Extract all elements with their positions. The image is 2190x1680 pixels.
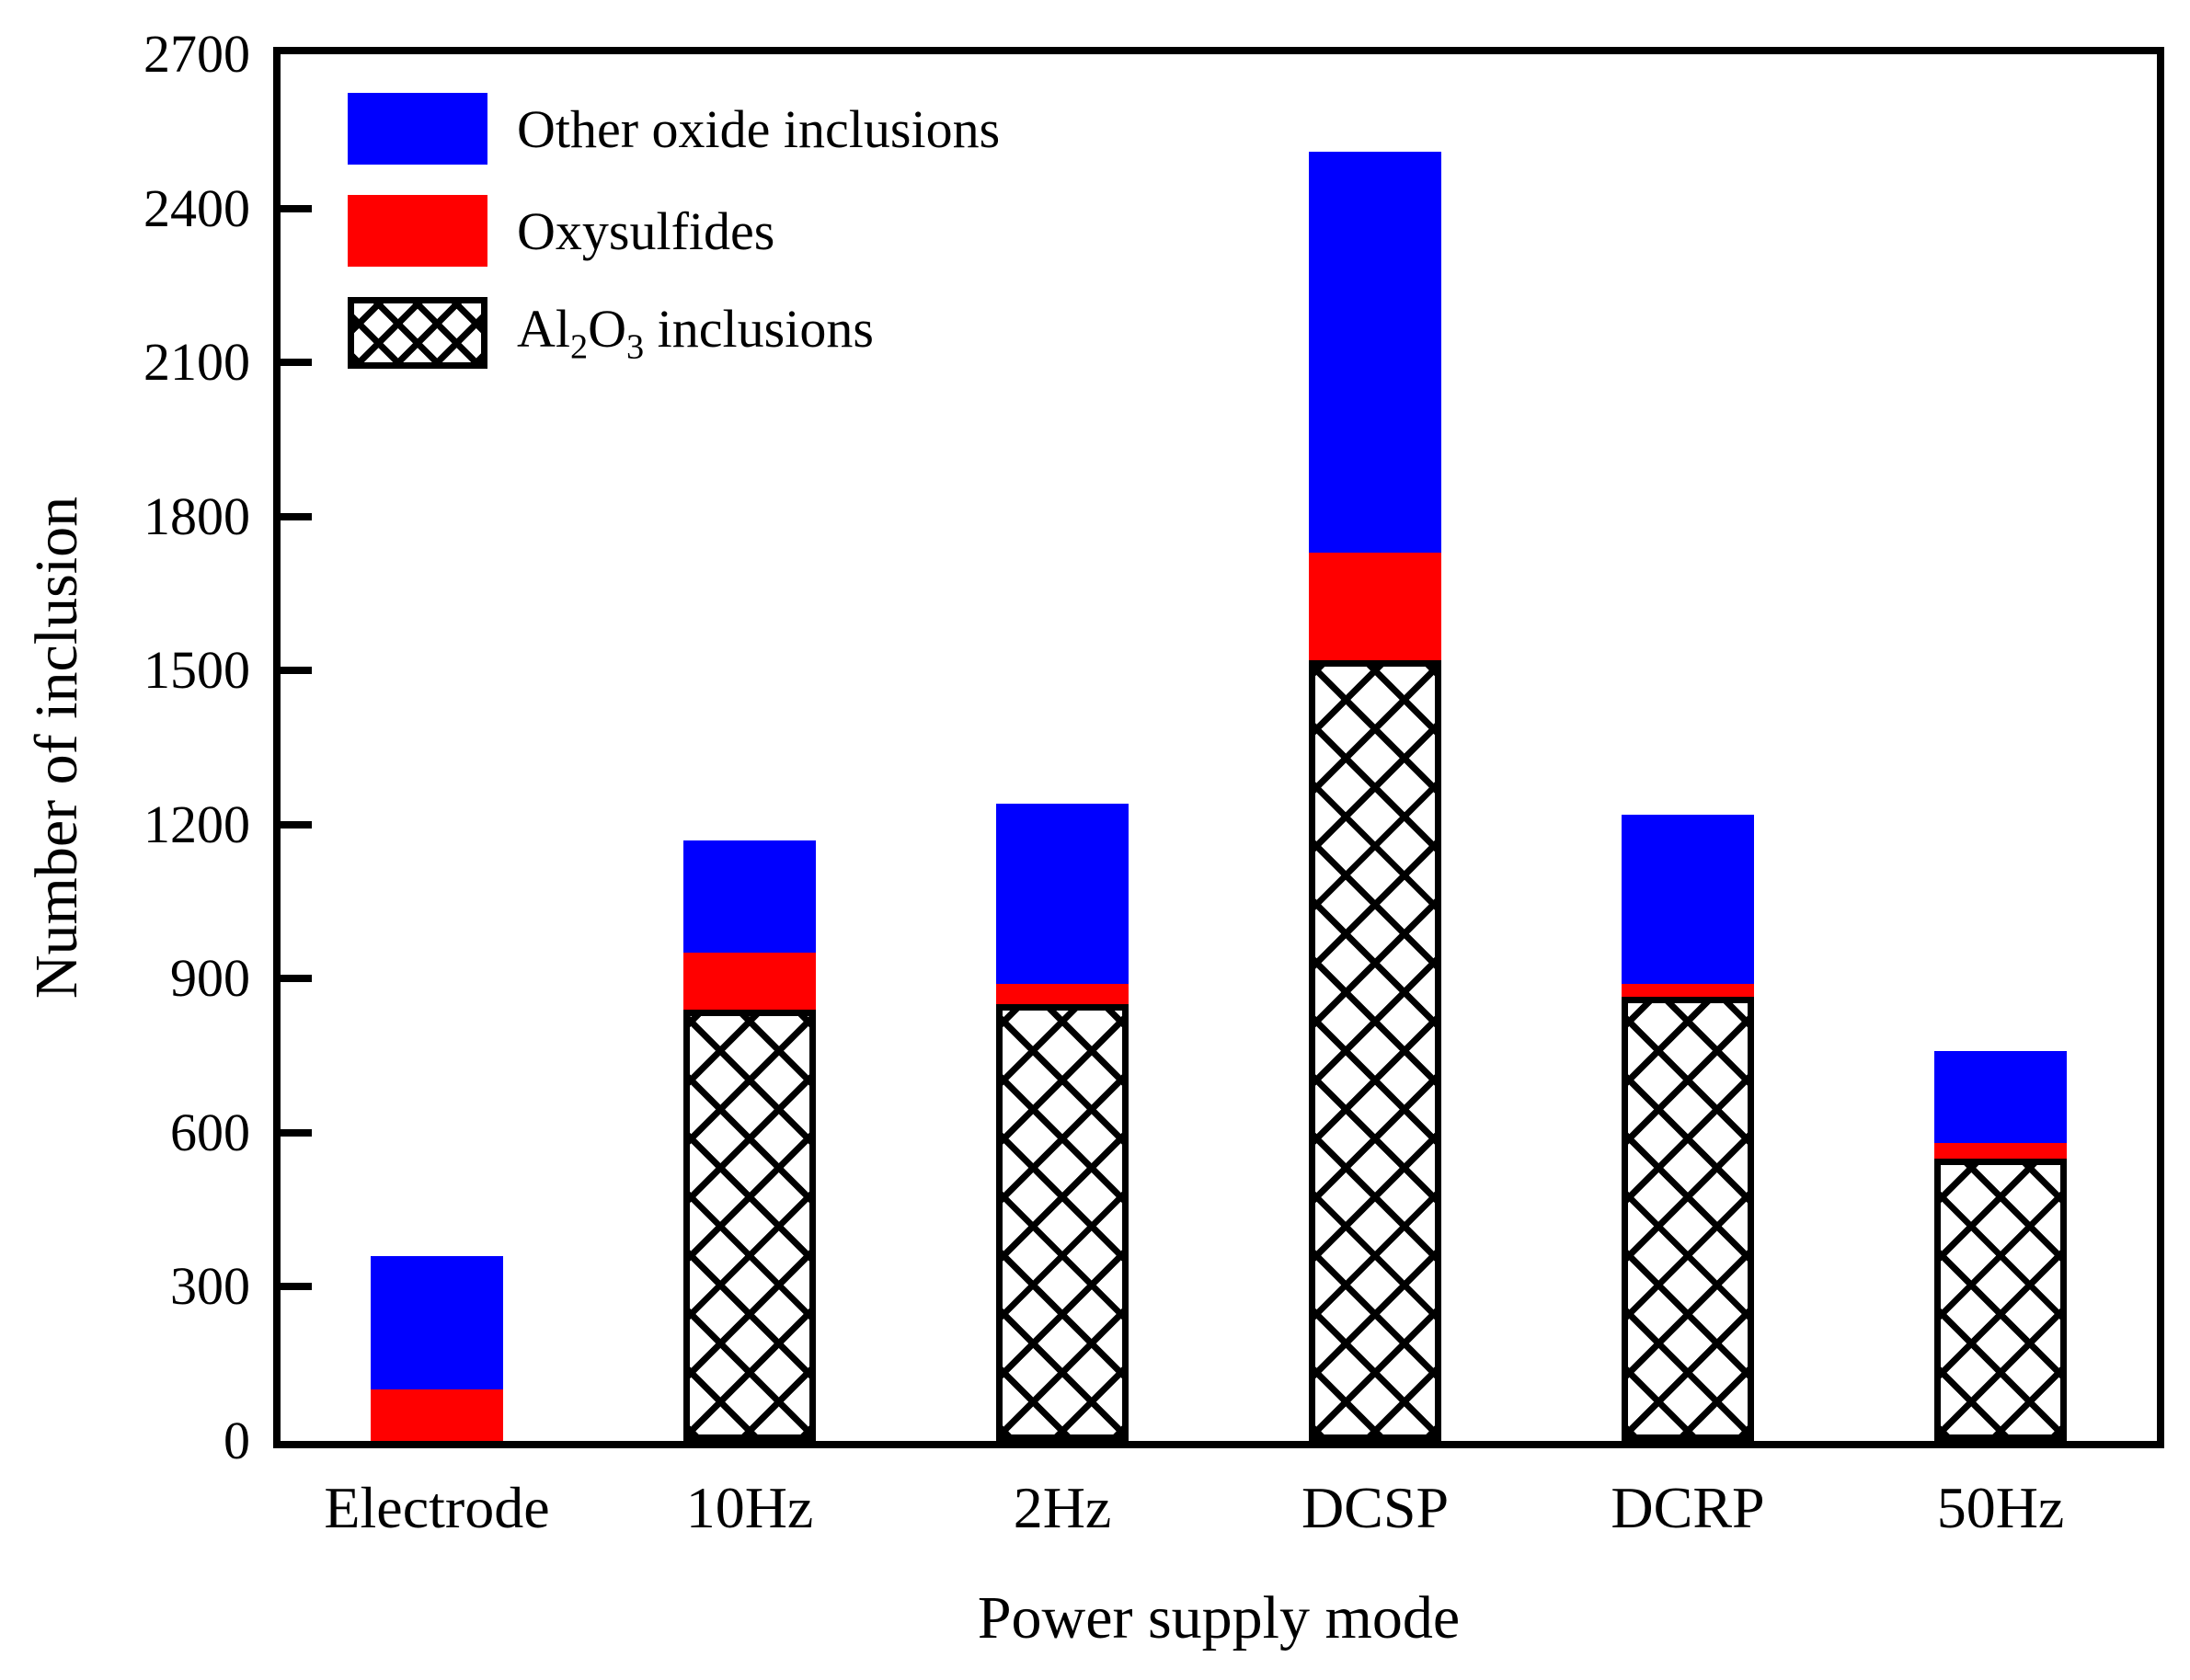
y-tick-label-900: 900 (170, 948, 250, 1009)
legend-swatch-crosshatch-icon (348, 297, 487, 369)
legend-item-other-oxide-inclusions: Other oxide inclusions (348, 93, 1000, 165)
bar-segment-10hz-al2o3-inclusions (683, 1009, 816, 1441)
y-tick-label-1800: 1800 (143, 486, 250, 546)
plot-inner: Other oxide inclusions Oxysulfides Al2O3 i… (281, 54, 2157, 1441)
x-category-label-2hz: 2Hz (1013, 1475, 1112, 1540)
y-tick-1800 (281, 512, 312, 520)
y-tick-label-1200: 1200 (143, 794, 250, 854)
bar-segment-50hz-other-oxide-inclusions (1934, 1050, 2067, 1144)
bar-segment-dcsp-other-oxide-inclusions (1309, 152, 1441, 553)
bar-segment-2hz-oxysulfides (996, 983, 1129, 1005)
bar-segment-2hz-other-oxide-inclusions (996, 804, 1129, 984)
bar-segment-dcsp-al2o3-inclusions (1309, 660, 1441, 1441)
legend-swatch-solid-icon (348, 93, 487, 165)
bar-segment-2hz-al2o3-inclusions (996, 1004, 1129, 1441)
bar-segment-electrode-other-oxide-inclusions (371, 1255, 503, 1390)
y-tick-300 (281, 1283, 312, 1291)
x-category-label-10hz: 10Hz (685, 1475, 814, 1540)
plot-area: Other oxide inclusions Oxysulfides Al2O3 i… (273, 47, 2164, 1448)
y-tick-900 (281, 975, 312, 983)
x-category-label-dcsp: DCSP (1301, 1475, 1450, 1540)
y-tick-label-2700: 2700 (143, 24, 250, 84)
y-tick-2100 (281, 359, 312, 367)
legend-item-oxysulfides: Oxysulfides (348, 195, 1000, 267)
bar-segment-10hz-other-oxide-inclusions (683, 840, 816, 954)
legend-label: Al2O3 inclusions (517, 299, 874, 367)
bar-segment-dcsp-oxysulfides (1309, 552, 1441, 661)
y-tick-label-1500: 1500 (143, 640, 250, 701)
y-tick-1200 (281, 820, 312, 829)
legend-swatch-solid-icon (348, 195, 487, 267)
y-tick-600 (281, 1128, 312, 1137)
bar-segment-electrode-oxysulfides (371, 1389, 503, 1441)
legend-item-al2o3-inclusions: Al2O3 inclusions (348, 297, 1000, 369)
x-category-label-dcrp: DCRP (1611, 1475, 1765, 1540)
y-tick-label-300: 300 (170, 1256, 250, 1317)
legend-label: Oxysulfides (517, 200, 775, 261)
y-tick-label-2100: 2100 (143, 332, 250, 393)
x-axis-title: Power supply mode (977, 1584, 1461, 1651)
bar-segment-dcrp-al2o3-inclusions (1622, 996, 1754, 1441)
legend-label: Other oxide inclusions (517, 98, 1001, 159)
y-tick-label-0: 0 (224, 1411, 250, 1470)
x-category-label-50hz: 50Hz (1936, 1475, 2065, 1540)
y-axis-title: Number of inclusion (23, 496, 90, 1000)
y-tick-label-600: 600 (170, 1102, 250, 1162)
y-tick-label-2400: 2400 (143, 177, 250, 238)
bar-segment-50hz-al2o3-inclusions (1934, 1158, 2067, 1441)
y-tick-1500 (281, 667, 312, 675)
bar-segment-50hz-oxysulfides (1934, 1143, 2067, 1159)
bar-segment-10hz-oxysulfides (683, 953, 816, 1010)
bar-segment-dcrp-other-oxide-inclusions (1622, 814, 1754, 984)
x-category-label-electrode: Electrode (324, 1475, 550, 1540)
legend: Other oxide inclusions Oxysulfides Al2O3 i… (348, 93, 1000, 369)
bar-segment-dcrp-oxysulfides (1622, 983, 1754, 997)
y-tick-2400 (281, 204, 312, 212)
